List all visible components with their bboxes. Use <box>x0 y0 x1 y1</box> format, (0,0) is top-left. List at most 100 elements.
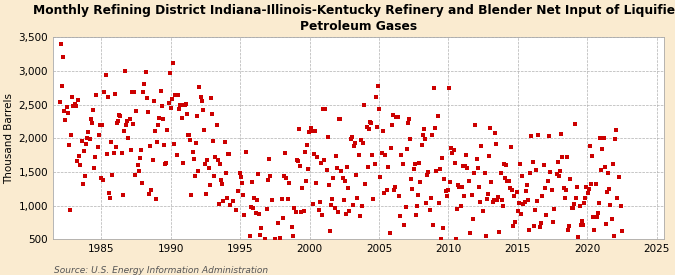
Point <box>500 175 510 180</box>
Point <box>59 109 70 113</box>
Point <box>435 237 446 242</box>
Point <box>239 213 250 218</box>
Point <box>227 199 238 204</box>
Point <box>232 241 242 245</box>
Point <box>76 139 87 143</box>
Point <box>296 210 306 214</box>
Point <box>605 203 616 208</box>
Point <box>456 185 467 189</box>
Point <box>379 191 389 195</box>
Point <box>257 241 268 245</box>
Point <box>331 166 342 170</box>
Point <box>297 185 308 190</box>
Point <box>67 95 78 100</box>
Point <box>599 165 610 169</box>
Point <box>340 179 350 183</box>
Point <box>58 55 69 59</box>
Point <box>385 145 396 150</box>
Point <box>409 162 420 166</box>
Point <box>418 127 429 131</box>
Point <box>572 185 583 189</box>
Point <box>522 183 533 187</box>
Point <box>194 84 205 89</box>
Point <box>247 179 258 184</box>
Point <box>524 228 535 232</box>
Point <box>463 179 474 183</box>
Point <box>145 144 156 148</box>
Point <box>611 128 622 132</box>
Point <box>185 138 196 142</box>
Point <box>425 195 436 200</box>
Point <box>604 187 615 191</box>
Point <box>384 230 395 235</box>
Point <box>491 142 502 146</box>
Point <box>542 179 553 183</box>
Point <box>358 141 369 146</box>
Point <box>302 143 313 147</box>
Point <box>326 203 337 208</box>
Point <box>122 119 133 123</box>
Point <box>488 198 499 202</box>
Point <box>91 93 102 97</box>
Point <box>236 175 246 179</box>
Point <box>196 99 207 103</box>
Point <box>359 103 370 108</box>
Point <box>287 225 298 230</box>
Point <box>277 216 288 220</box>
Point <box>509 194 520 199</box>
Point <box>160 162 171 166</box>
Point <box>68 103 79 108</box>
Point <box>187 149 198 154</box>
Point <box>223 152 234 156</box>
Point <box>396 153 406 157</box>
Point <box>504 186 515 191</box>
Point <box>157 117 168 121</box>
Point <box>408 167 419 171</box>
Point <box>545 170 556 174</box>
Point <box>292 157 302 162</box>
Point <box>217 182 227 187</box>
Point <box>277 196 288 201</box>
Point <box>614 241 625 245</box>
Point <box>460 163 470 168</box>
Point <box>286 241 296 245</box>
Point <box>494 229 505 234</box>
Point <box>400 205 411 210</box>
Point <box>116 151 127 155</box>
Point <box>392 115 403 120</box>
Point <box>315 200 325 204</box>
Point <box>85 117 96 122</box>
Point <box>377 129 388 133</box>
Point <box>360 182 371 186</box>
Point <box>103 191 114 195</box>
Point <box>234 171 245 175</box>
Point <box>249 196 260 200</box>
Point <box>448 148 459 152</box>
Point <box>563 228 574 232</box>
Point <box>192 114 202 119</box>
Point <box>431 169 442 173</box>
Point <box>477 241 487 245</box>
Point <box>598 136 609 141</box>
Point <box>280 151 291 155</box>
Point <box>441 194 452 199</box>
Point <box>188 156 199 161</box>
Point <box>539 163 549 167</box>
Point <box>437 156 448 160</box>
Point <box>308 152 319 156</box>
Point <box>254 212 265 217</box>
Point <box>238 193 248 198</box>
Point <box>576 219 587 223</box>
Point <box>243 241 254 245</box>
Point <box>593 200 604 205</box>
Point <box>313 208 324 212</box>
Point <box>141 96 152 101</box>
Point <box>262 207 273 211</box>
Point <box>96 176 107 180</box>
Point <box>77 182 88 186</box>
Point <box>312 155 323 159</box>
Point <box>481 234 491 239</box>
Point <box>581 185 592 189</box>
Point <box>109 91 120 96</box>
Point <box>537 241 548 245</box>
